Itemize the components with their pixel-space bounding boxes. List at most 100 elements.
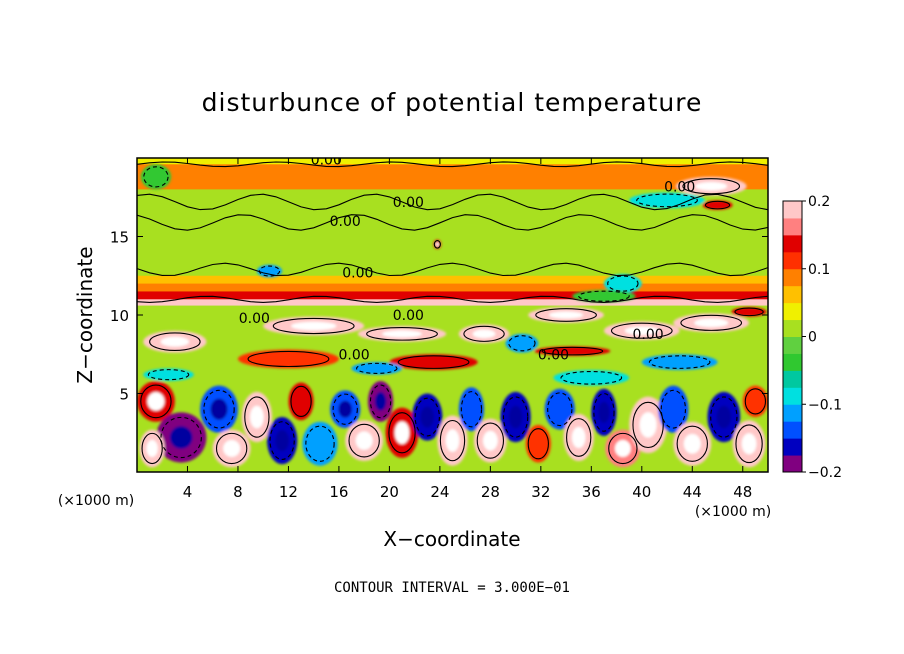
field-blob-core-8 — [549, 311, 584, 319]
contour-line-12 — [463, 325, 505, 342]
contour-line-44 — [566, 418, 592, 457]
contour-labels: 0.00 0.00 0.00 0.00 0.00 0.00 0.00 0.00 0.00 0.00 — [239, 153, 695, 363]
field-blobs — [137, 164, 768, 468]
field-blob-39 — [458, 387, 485, 432]
field-band-1 — [137, 164, 768, 190]
contour-line-14 — [610, 322, 673, 339]
zero-contour-2 — [137, 214, 768, 231]
colorbar-tick-label-2: 0 — [808, 330, 817, 346]
contour-label-2: 0.00 — [330, 214, 361, 230]
contour-line-20 — [648, 355, 711, 369]
x-tick-label-10: 44 — [683, 483, 702, 501]
contour-label-5: 0.00 — [393, 308, 424, 324]
contour-line-23 — [356, 362, 398, 374]
contour-line-17 — [541, 346, 604, 356]
field-blob-31 — [288, 382, 314, 421]
field-band-3 — [137, 252, 768, 277]
field-blob-core-24 — [147, 392, 165, 411]
x-tick-label-11: 48 — [733, 483, 752, 501]
colorbar-swatch-5 — [783, 370, 802, 388]
zero-contour-4 — [137, 295, 768, 303]
contour-line-16 — [734, 307, 764, 317]
colorbar-swatch-10 — [783, 285, 802, 304]
x-tick-label-3: 16 — [329, 483, 348, 501]
contour-line-43 — [547, 392, 573, 427]
contour-line-49 — [676, 425, 708, 462]
contour-line-28 — [215, 432, 248, 465]
contour-line-51 — [735, 424, 763, 464]
field-blob-23 — [351, 362, 403, 375]
y-tick-label-1: 10 — [110, 307, 129, 325]
contour-line-8 — [535, 308, 597, 322]
x-tick-label-2: 12 — [279, 483, 298, 501]
contour-line-19 — [397, 355, 470, 369]
field-blob-core-40 — [482, 430, 498, 451]
zero-contour-3 — [137, 262, 768, 277]
colorbar-swatch-6 — [783, 353, 802, 371]
x-tick-label-5: 24 — [430, 483, 449, 501]
field-band-5 — [137, 283, 768, 292]
contour-line-36 — [388, 412, 416, 454]
field-blob-core-41 — [508, 405, 523, 429]
contour-line-25 — [160, 416, 202, 459]
field-blob-core-34 — [355, 431, 373, 450]
contour-line-27 — [203, 389, 235, 429]
y-axis-label: Z−coordinate — [73, 246, 97, 383]
field-blob-core-35 — [374, 392, 387, 411]
field-blob-core-46 — [614, 439, 631, 457]
contour-line-31 — [290, 385, 312, 417]
contour-label-9: 0.00 — [538, 347, 569, 363]
x-tick-label-7: 32 — [531, 483, 550, 501]
contour-line-29 — [244, 396, 270, 438]
contour-line-45 — [593, 392, 615, 432]
contour-line-39 — [460, 391, 483, 428]
contour-label-8: 0.00 — [338, 347, 369, 363]
x-tick-label-4: 20 — [380, 483, 399, 501]
field-blob-18 — [237, 349, 339, 369]
x-unit-label-right: (×1000 m) — [695, 504, 771, 520]
field-blob-core-44 — [571, 426, 586, 449]
field-blob-core-0 — [695, 182, 728, 191]
contour-line-2 — [704, 200, 731, 210]
colorbar-swatch-8 — [783, 319, 802, 337]
field-blob-1 — [629, 192, 705, 209]
zero-contour-1 — [137, 193, 768, 211]
field-blob-core-36 — [394, 421, 410, 445]
field-blob-32 — [302, 421, 338, 466]
contour-line-9 — [272, 317, 355, 335]
field-blob-19 — [389, 354, 478, 370]
contour-line-1 — [636, 193, 698, 208]
field-band-4 — [137, 275, 768, 285]
contour-line-4 — [433, 240, 441, 249]
field-blob-20 — [641, 354, 718, 370]
colorbar-tick-label-1: 0.1 — [808, 262, 830, 278]
colorbar-swatch-0 — [783, 455, 802, 473]
contour-line-37 — [414, 397, 440, 437]
x-tick-label-6: 28 — [481, 483, 500, 501]
contour-line-47 — [632, 401, 664, 449]
field-blob-42 — [525, 424, 551, 463]
contour-line-7 — [578, 290, 630, 302]
field-blob-core-28 — [223, 439, 241, 457]
contour-line-50 — [710, 396, 738, 438]
contour-line-46 — [608, 432, 638, 465]
field-blob-7 — [572, 289, 636, 303]
contour-line-32 — [305, 425, 335, 462]
colorbar-swatch-11 — [783, 268, 802, 287]
colorbar-ticks: 0.2 0.1 0 −0.1 −0.2 — [802, 194, 842, 481]
contour-line-48 — [660, 389, 687, 429]
field-band-6 — [137, 291, 768, 300]
contour-line-33 — [332, 393, 358, 425]
contour-label-6: 0.00 — [239, 311, 270, 327]
x-tick-label-8: 36 — [582, 483, 601, 501]
field-blob-core-38 — [445, 429, 460, 452]
field-blob-5 — [256, 264, 283, 278]
field-blob-13 — [505, 333, 539, 353]
contour-label-0: 0.00 — [311, 153, 342, 169]
field-band-7 — [137, 299, 768, 307]
x-tick-label-1: 8 — [233, 483, 243, 501]
contour-line-21 — [560, 370, 623, 385]
contour-line-18 — [247, 350, 330, 368]
field-blob-core-14 — [624, 326, 659, 335]
